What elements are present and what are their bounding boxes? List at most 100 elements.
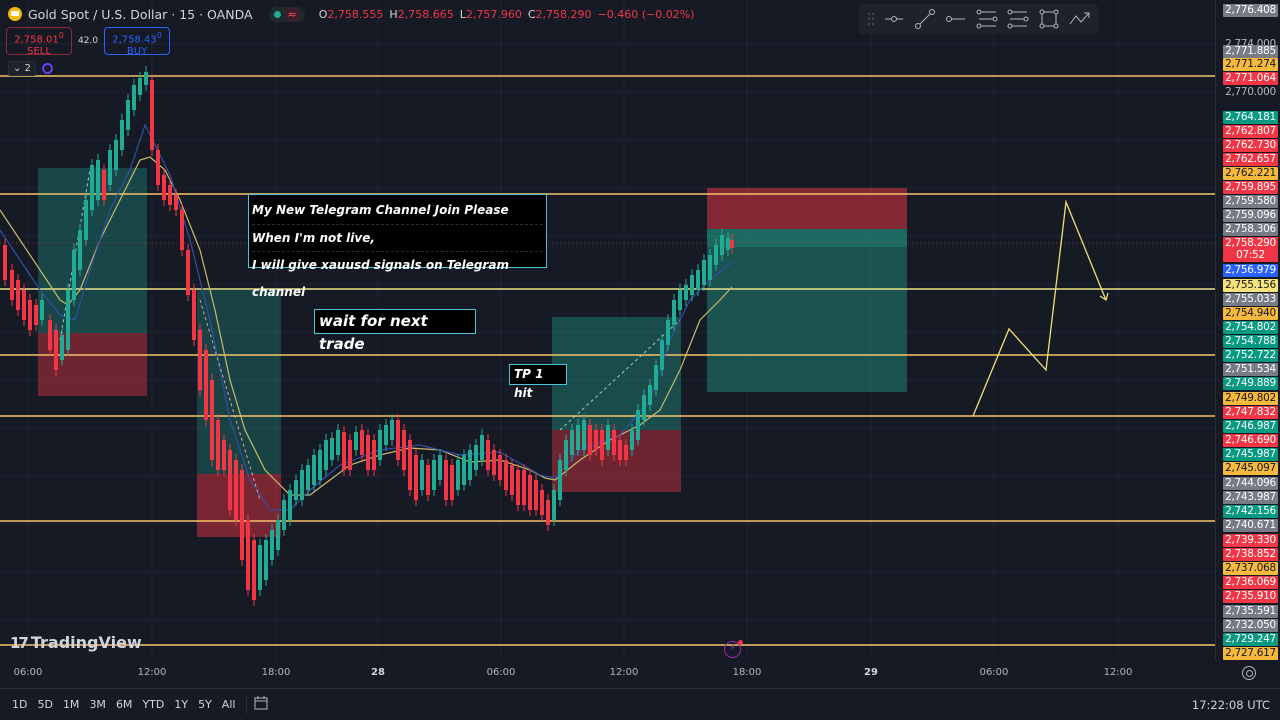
range-button-1y[interactable]: 1Y <box>174 698 189 711</box>
price-label: 2,754.940 <box>1223 307 1278 320</box>
range-button-6m[interactable]: 6M <box>115 698 133 711</box>
price-label: 2,749.802 <box>1223 392 1278 405</box>
price-label: 2,752.722 <box>1223 349 1278 362</box>
range-button-1m[interactable]: 1M <box>62 698 80 711</box>
price-label: 2,754.802 <box>1223 321 1278 334</box>
price-label: 2,764.181 <box>1223 111 1278 124</box>
trend-line-icon[interactable] <box>909 6 940 32</box>
indicator-loading-icon[interactable] <box>41 63 53 74</box>
high-value: 2,758.665 <box>397 7 454 21</box>
open-value: 2,758.555 <box>327 7 384 21</box>
price-label: 2,758.290 <box>1223 237 1278 250</box>
spread-value: 42.0 <box>78 36 99 46</box>
price-label: 2,742.156 <box>1223 505 1278 518</box>
telegram-note[interactable]: My New Telegram Channel Join Please When… <box>248 194 547 299</box>
short-position-2 <box>707 188 907 392</box>
buy-label: BUY <box>126 46 148 58</box>
time-label: 18:00 <box>732 667 762 678</box>
price-label: 2,732.050 <box>1223 619 1278 632</box>
close-value: 2,758.290 <box>535 7 592 21</box>
lightning-event-icon[interactable]: ⚡ <box>724 640 743 658</box>
price-label: 07:52 <box>1223 249 1278 262</box>
price-label: 2,771.885 <box>1223 45 1278 58</box>
candlesticks <box>3 66 734 606</box>
price-label: 2,740.671 <box>1223 519 1278 532</box>
market-status-pill[interactable]: ≈ <box>268 6 305 22</box>
horizontal-ray-icon[interactable] <box>878 6 909 32</box>
projection-path-drawing <box>972 199 1109 417</box>
telegram-note-line-2: When I'm not live, <box>252 225 543 252</box>
separator <box>246 695 248 714</box>
range-button-ytd[interactable]: YTD <box>142 698 165 711</box>
price-label: 2,771.064 <box>1223 72 1278 85</box>
chart-header: Gold Spot / U.S. Dollar · 15 · OANDA ≈ O… <box>0 0 694 28</box>
utc-clock[interactable]: 17:22:08 UTC <box>1191 698 1270 712</box>
time-label: 12:00 <box>1103 667 1133 678</box>
price-label: 2,771.274 <box>1223 58 1278 71</box>
price-label: 2,729.247 <box>1223 633 1278 646</box>
date-range-buttons: 1D 5D 1M 3M 6M YTD 1Y 5Y All <box>0 698 240 711</box>
price-label: 2,776.408 <box>1223 4 1278 17</box>
grid-lines <box>0 0 1215 660</box>
path-arrow-icon[interactable] <box>1064 6 1095 32</box>
tradingview-logo[interactable]: 17 TradingView <box>10 633 142 652</box>
wait-note[interactable]: wait for next trade <box>314 309 476 353</box>
close-label: C <box>527 7 536 21</box>
range-button-3m[interactable]: 3M <box>89 698 106 711</box>
time-label: 29 <box>864 667 878 678</box>
trade-buttons: 2,758.010 SELL 42.0 2,758.430 BUY <box>6 27 171 58</box>
low-value: 2,757.960 <box>465 7 522 21</box>
range-button-5d[interactable]: 5D <box>37 698 53 711</box>
price-label: 2,759.895 <box>1223 181 1278 194</box>
price-label: 2,739.330 <box>1223 534 1278 547</box>
price-label: 2,770.000 <box>1225 86 1276 98</box>
settings-gear-icon[interactable] <box>1242 666 1256 680</box>
symbol-title[interactable]: Gold Spot / U.S. Dollar · 15 · OANDA <box>28 6 253 22</box>
calendar-goto-icon[interactable] <box>253 695 269 714</box>
horizontal-line-icon[interactable] <box>940 6 971 32</box>
price-axis[interactable]: 2,776.408 2,774.000 2,771.885 2,771.274 2,77… <box>1215 0 1280 660</box>
price-label: 2,738.852 <box>1223 548 1278 561</box>
regression-channel-icon[interactable] <box>1002 6 1033 32</box>
buy-price: 2,758.43 <box>112 34 157 46</box>
sell-price: 2,758.01 <box>14 34 59 46</box>
time-label: 12:00 <box>137 667 167 678</box>
price-label: 2,759.096 <box>1223 209 1278 222</box>
chart-canvas[interactable] <box>0 0 1215 660</box>
parallel-channel-icon[interactable] <box>971 6 1002 32</box>
bottom-toolbar: 1D 5D 1M 3M 6M YTD 1Y 5Y All 17:22:08 UTC <box>0 688 1280 720</box>
price-label: 2,745.987 <box>1223 448 1278 461</box>
price-label: 2,735.591 <box>1223 605 1278 618</box>
tradingview-logo-text: TradingView <box>30 633 142 652</box>
ohlc-values: O2,758.555 H2,758.665 L2,757.960 C2,758.… <box>319 8 695 21</box>
time-label: 12:00 <box>609 667 639 678</box>
time-label: 18:00 <box>261 667 291 678</box>
price-label: 2,727.617 <box>1223 647 1278 660</box>
data-delay-icon: ≈ <box>284 7 300 21</box>
market-open-dot-icon <box>273 10 281 18</box>
time-label: 06:00 <box>13 667 43 678</box>
short-position-1 <box>197 290 281 537</box>
collapse-indicators-button[interactable]: ⌄ 2 <box>8 61 36 76</box>
time-label: 28 <box>371 667 385 678</box>
sell-button[interactable]: 2,758.010 SELL <box>6 27 72 57</box>
price-label: 2,754.788 <box>1223 335 1278 348</box>
range-button-all[interactable]: All <box>221 698 236 711</box>
time-axis[interactable]: 06:00 12:00 18:00 28 06:00 12:00 18:00 29 06:00 1… <box>0 660 1215 688</box>
price-label: 2,743.987 <box>1223 491 1278 504</box>
rectangle-icon[interactable] <box>1033 6 1064 32</box>
tp-hit-note[interactable]: TP 1 hit <box>509 364 567 400</box>
time-label: 06:00 <box>486 667 516 678</box>
gold-bar-icon <box>8 7 22 21</box>
price-label: 2,762.657 <box>1223 153 1278 166</box>
range-button-1d[interactable]: 1D <box>12 698 28 711</box>
drag-handle-icon[interactable] <box>864 6 878 32</box>
horizontal-levels <box>0 75 1215 646</box>
price-label: 2,745.097 <box>1223 462 1278 475</box>
range-button-5y[interactable]: 5Y <box>198 698 212 711</box>
buy-button[interactable]: 2,758.430 BUY <box>104 27 171 58</box>
indicator-row: ⌄ 2 <box>8 61 53 76</box>
change-value: −0.460 (−0.02%) <box>597 7 695 21</box>
price-label: 2,751.534 <box>1223 363 1278 376</box>
